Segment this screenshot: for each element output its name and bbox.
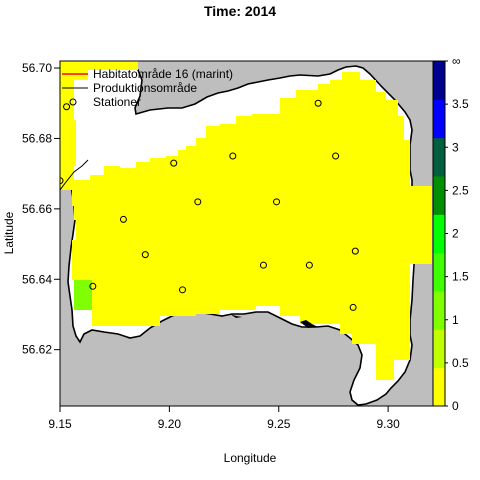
colorbar-tick-label: 2: [452, 227, 459, 241]
colorbar-tick-label: 1: [452, 313, 459, 327]
y-tick-label: 56.64: [22, 272, 52, 286]
colorbar-segment: [433, 137, 445, 177]
production-area-boundary: [60, 159, 89, 191]
y-axis-label: Latitude: [2, 211, 16, 254]
y-axis: 56.62 56.64 56.66 56.68 56.70: [22, 61, 60, 357]
map-area: [60, 61, 445, 406]
colorbar-segment: [433, 214, 445, 254]
station-marker: [194, 198, 202, 206]
value-grid-edge: [60, 61, 74, 190]
station-marker: [119, 215, 127, 223]
colorbar-segment: [433, 61, 445, 100]
legend-label-habitat: Habitatområde 16 (marint): [93, 67, 233, 81]
x-tick-label: 9.25: [267, 417, 291, 431]
legend: Habitatområde 16 (marint) Produktionsomr…: [62, 67, 233, 109]
y-tick-label: 56.66: [22, 202, 52, 216]
small-island-2: [230, 314, 242, 318]
station-marker: [349, 303, 357, 311]
value-grid-cells: [60, 61, 432, 380]
y-tick-label: 56.68: [22, 131, 52, 145]
station-marker: [259, 261, 267, 269]
station-marker: [229, 152, 237, 160]
station-marker: [63, 103, 71, 111]
station-marker: [60, 177, 64, 185]
station-marker: [179, 286, 186, 294]
colorbar-segment: [433, 99, 445, 139]
station-marker: [314, 99, 322, 107]
station-marker: [305, 261, 313, 269]
high-value-cell: [74, 280, 92, 310]
small-island: [300, 320, 318, 328]
colorbar-tick-label: 0: [452, 399, 459, 413]
colorbar-tick-label: 3.5: [452, 97, 469, 111]
colorbar-tick-label: ∞: [452, 54, 461, 68]
colorbar-tick-label: 3: [452, 140, 459, 154]
x-axis-label: Longitude: [224, 451, 277, 465]
station-markers: [60, 99, 359, 311]
map-title: Time: 2014: [204, 3, 276, 19]
colorbar-segment: [433, 367, 445, 407]
station-marker: [273, 198, 281, 206]
colorbar-tick-label: 0.5: [452, 356, 469, 370]
y-tick-label: 56.70: [22, 61, 52, 75]
colorbar-segment: [433, 291, 445, 330]
station-marker: [89, 282, 97, 290]
x-tick-label: 9.20: [158, 417, 182, 431]
x-tick-label: 9.30: [376, 417, 400, 431]
station-marker: [351, 247, 359, 255]
y-tick-label: 56.62: [22, 343, 52, 357]
x-axis: 9.15 9.20 9.25 9.30: [48, 406, 400, 431]
colorbar-segment: [433, 252, 445, 292]
legend-label-stations: Stationer: [93, 95, 141, 109]
colorbar-segment: [433, 176, 445, 215]
colorbar-tick-label: 1.5: [452, 270, 469, 284]
station-marker: [141, 251, 149, 259]
legend-label-production: Produktionsområde: [93, 81, 197, 95]
colorbar: 0 0.5 1 1.5 2 2.5 3 3.5 ∞: [432, 54, 469, 413]
legend-symbol-stations: [69, 98, 77, 106]
station-marker: [170, 159, 178, 167]
colorbar-segment: [433, 329, 445, 369]
x-tick-label: 9.15: [48, 417, 72, 431]
station-marker: [332, 152, 340, 160]
colorbar-tick-label: 2.5: [452, 183, 469, 197]
